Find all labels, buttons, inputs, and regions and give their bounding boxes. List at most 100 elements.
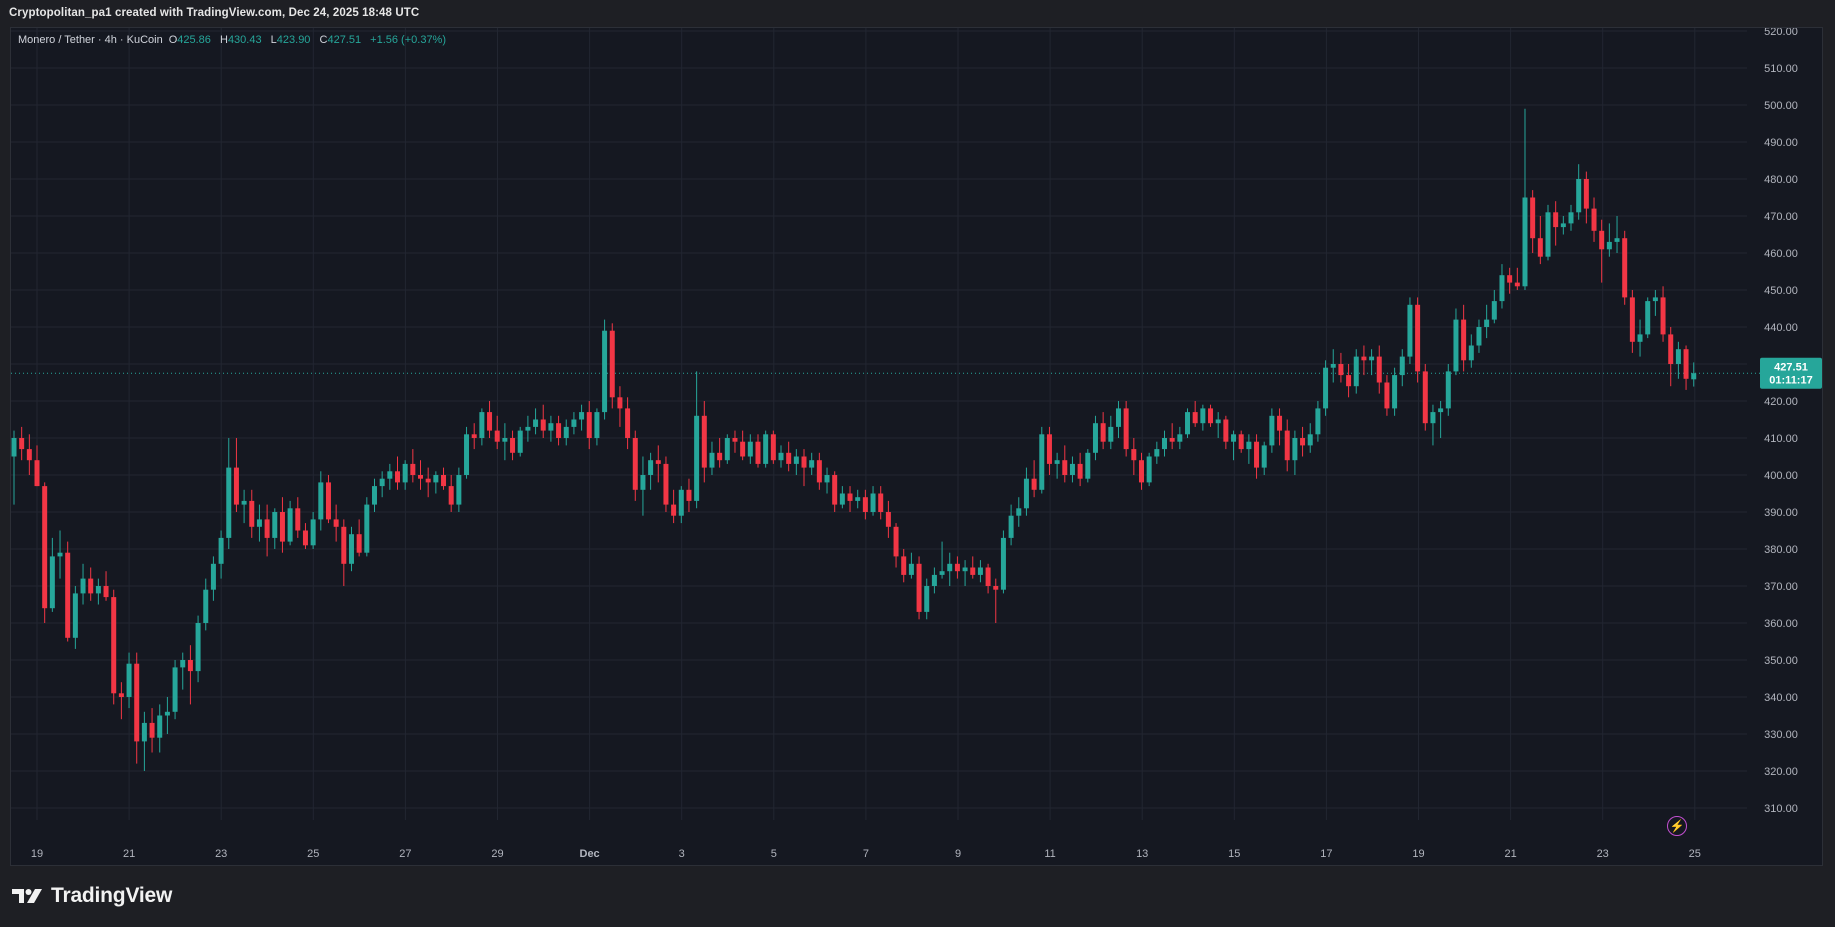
candle-body <box>1583 179 1589 209</box>
candle-body <box>65 552 71 638</box>
candle-body <box>1162 438 1167 450</box>
candle-body <box>502 438 508 442</box>
candle-body <box>602 330 608 413</box>
candle-body <box>1277 415 1283 431</box>
candle-body <box>1591 208 1597 231</box>
price-tick-label: 480.00 <box>1764 174 1798 186</box>
candle-body <box>1522 197 1528 287</box>
legend-high-label: H <box>220 34 228 46</box>
price-tag-countdown: 01:11:17 <box>1769 375 1812 387</box>
candle-body <box>1461 319 1467 361</box>
candle-body <box>348 534 354 564</box>
candle-body <box>993 586 999 590</box>
candle-body <box>855 497 861 501</box>
attribution-header: Cryptopolitan_pa1 created with TradingVi… <box>9 7 420 19</box>
candle-body <box>540 419 546 431</box>
candle-body <box>164 711 170 716</box>
price-tag: 427.51 01:11:17 <box>1760 357 1822 389</box>
candle-body <box>1100 423 1106 442</box>
price-tick-label: 440.00 <box>1764 322 1798 334</box>
candle-body <box>878 493 884 512</box>
candle-body <box>770 434 776 461</box>
candle-body <box>1016 508 1022 516</box>
candle-body <box>1008 515 1014 538</box>
lightning-bolt-icon[interactable]: ⚡ <box>1667 816 1687 836</box>
candle-body <box>809 460 815 468</box>
time-tick-label: 9 <box>955 848 961 860</box>
candle-body <box>1484 319 1490 327</box>
candle-body <box>1399 356 1405 376</box>
legend-symbol: Monero / Tether · 4h · KuCoin <box>18 34 163 46</box>
candle-body <box>717 452 723 461</box>
candle-body <box>1192 412 1198 424</box>
time-tick-label: 5 <box>771 848 777 860</box>
time-axis[interactable]: 19 21 23 25 27 29 Dec 3 5 7 9 11 13 15 17 19 21 23 25 <box>31 848 1701 860</box>
candle-body <box>1200 408 1206 424</box>
candle-body <box>1123 408 1129 450</box>
candle-body <box>1652 297 1658 302</box>
candle-body <box>433 475 439 483</box>
candle-body <box>671 504 677 516</box>
candle-body <box>1599 230 1605 250</box>
candle-body <box>1307 434 1313 446</box>
candle-body <box>632 438 638 490</box>
candle-body <box>1376 356 1382 383</box>
candle-body <box>325 482 331 520</box>
candle-body <box>1392 375 1398 409</box>
candle-body <box>839 493 845 505</box>
candle-body <box>1108 426 1114 442</box>
candle-body <box>233 467 239 505</box>
price-tick-label: 400.00 <box>1764 470 1798 482</box>
legend-high-value: 430.43 <box>228 34 262 46</box>
candle-body <box>548 423 554 431</box>
candle-body <box>118 693 124 697</box>
candle-body <box>425 478 431 483</box>
candle-body <box>617 397 623 409</box>
candle-body <box>1254 441 1260 468</box>
candle-body <box>387 471 393 479</box>
candle-body <box>441 475 447 487</box>
price-tick-label: 420.00 <box>1764 396 1798 408</box>
tradingview-logo[interactable]: TradingView <box>11 883 172 909</box>
candle-body <box>34 460 40 487</box>
price-tick-label: 510.00 <box>1764 63 1798 75</box>
chart-pane[interactable]: 310.00 320.00 330.00 340.00 350.00 360.00 370.… <box>10 27 1823 866</box>
candle-body <box>1154 449 1160 457</box>
candle-body <box>1422 371 1428 424</box>
time-tick-label: 3 <box>679 848 685 860</box>
candle-body <box>916 563 922 612</box>
candle-body <box>172 667 178 712</box>
price-tick-label: 490.00 <box>1764 137 1798 149</box>
candle-body <box>1238 434 1244 450</box>
candlestick-chart[interactable]: 310.00 320.00 330.00 340.00 350.00 360.00 370.… <box>11 28 1824 867</box>
price-tick-label: 390.00 <box>1764 507 1798 519</box>
candle-body <box>1062 460 1068 475</box>
candle-body <box>241 500 247 505</box>
time-tick-label: 19 <box>31 848 43 860</box>
candle-body <box>111 597 117 694</box>
candle-body <box>249 500 255 527</box>
candle-body <box>901 556 907 575</box>
price-axis[interactable]: 310.00 320.00 330.00 340.00 350.00 360.00 370.… <box>1764 28 1798 815</box>
candle-body <box>571 419 577 427</box>
candle-body <box>1346 375 1352 387</box>
candle-body <box>1292 438 1298 461</box>
candle-body <box>586 412 592 438</box>
candle-body <box>778 452 784 461</box>
candle-body <box>1131 449 1137 461</box>
candle-body <box>149 722 155 738</box>
candle-body <box>985 567 991 586</box>
candle-body <box>870 493 876 512</box>
legend-low-label: L <box>271 34 277 46</box>
legend-ohlc: O425.86 H430.43 L423.90 C427.51 +1.56 (+… <box>169 34 446 46</box>
candle-body <box>556 423 562 438</box>
candle-body <box>1576 179 1582 213</box>
candle-body <box>1169 438 1175 442</box>
candle-body <box>755 441 761 464</box>
candle-body <box>226 467 232 538</box>
candle-body <box>931 574 937 586</box>
candle-body <box>333 519 339 527</box>
candle-body <box>341 526 347 564</box>
time-tick-label: 25 <box>1689 848 1701 860</box>
candle-body <box>479 412 485 438</box>
